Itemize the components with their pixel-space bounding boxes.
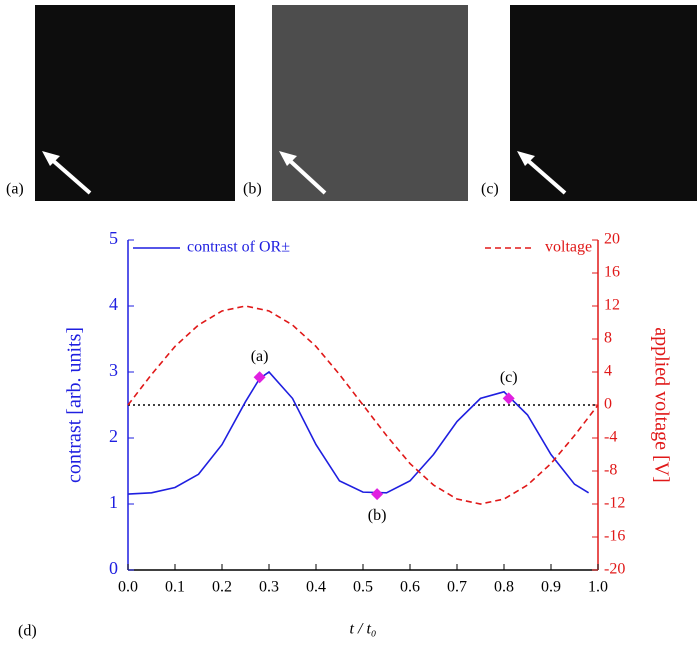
y-tick-label: 3 (109, 360, 118, 380)
image-a (35, 5, 235, 201)
x-tick-label: 0.7 (447, 579, 467, 596)
x-tick-label: 0.5 (353, 579, 373, 596)
point-marker (502, 392, 515, 405)
point-label: (a) (251, 348, 269, 365)
y2-tick-label: 16 (604, 264, 620, 281)
y2-tick-label: -20 (604, 561, 625, 578)
x-tick-label: 1.0 (588, 579, 608, 596)
y2-tick-label: -16 (604, 528, 625, 545)
y-tick-label: 1 (109, 492, 118, 512)
panel-label: (a) (6, 181, 24, 198)
series-line (127, 370, 590, 495)
x-tick-label: 0.0 (118, 579, 138, 596)
point-marker (253, 371, 266, 384)
y2-tick-label: -4 (604, 429, 617, 446)
y2-tick-label: 12 (604, 297, 620, 314)
x-axis-label: t / t₀ (350, 621, 377, 638)
y2-tick-label: 4 (604, 363, 612, 380)
y-tick-label: 5 (109, 228, 118, 248)
y2-tick-label: 0 (604, 396, 612, 413)
x-tick-label: 0.4 (306, 579, 326, 596)
legend-label: voltage (545, 239, 592, 256)
y2-axis-label: applied voltage [V] (650, 327, 672, 483)
x-tick-label: 0.2 (212, 579, 232, 596)
y2-tick-label: 20 (604, 231, 620, 248)
y-tick-label: 4 (109, 294, 118, 314)
x-tick-label: 0.1 (165, 579, 185, 596)
y2-tick-label: -8 (604, 462, 617, 479)
x-tick-label: 0.9 (541, 579, 561, 596)
y-tick-label: 0 (109, 558, 118, 578)
panel-label: (d) (18, 623, 37, 640)
panel-label: (c) (481, 181, 499, 198)
legend-label: contrast of OR± (187, 239, 290, 256)
y2-tick-label: 8 (604, 330, 612, 347)
y-axis-label: contrast [arb. units] (64, 327, 86, 483)
image-b (272, 5, 468, 201)
point-marker (371, 488, 384, 501)
y2-tick-label: -12 (604, 495, 625, 512)
image-c (510, 5, 697, 201)
x-tick-label: 0.3 (259, 579, 279, 596)
point-label: (c) (500, 369, 518, 386)
panel-label: (b) (243, 181, 262, 198)
y-tick-label: 2 (109, 426, 118, 446)
x-tick-label: 0.6 (400, 579, 420, 596)
point-label: (b) (368, 507, 387, 524)
x-tick-label: 0.8 (494, 579, 514, 596)
